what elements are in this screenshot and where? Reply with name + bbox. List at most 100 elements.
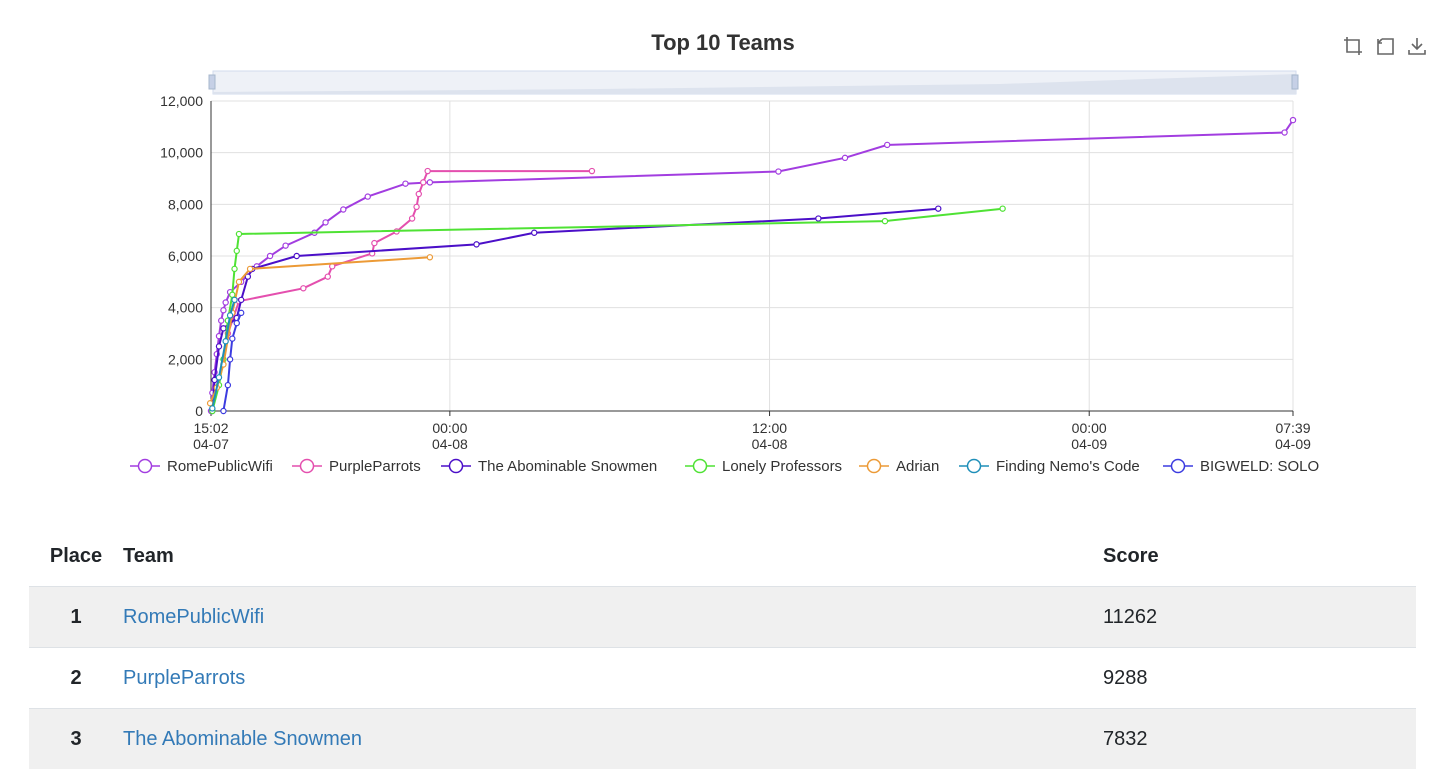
data-point bbox=[282, 242, 289, 249]
data-point bbox=[371, 239, 378, 247]
data-point bbox=[231, 296, 238, 304]
x-tick-label: 15:02 bbox=[193, 420, 228, 436]
x-tick-label: 04-09 bbox=[1071, 436, 1107, 452]
data-point bbox=[531, 229, 538, 236]
x-tick-label: 04-09 bbox=[1275, 436, 1311, 452]
data-point bbox=[999, 205, 1006, 212]
data-point bbox=[246, 265, 254, 273]
header-place: Place bbox=[49, 544, 103, 567]
zoom-handle-right bbox=[1291, 74, 1299, 90]
data-point bbox=[233, 319, 240, 327]
data-point bbox=[229, 335, 236, 342]
data-point bbox=[226, 312, 234, 319]
x-tick-label: 00:00 bbox=[432, 420, 467, 436]
x-tick-label: 04-08 bbox=[432, 436, 468, 452]
data-point bbox=[235, 278, 243, 286]
legend-swatch-circle bbox=[448, 458, 464, 474]
data-point bbox=[215, 343, 223, 350]
data-point bbox=[293, 252, 300, 260]
data-point bbox=[233, 247, 240, 255]
place-cell: 1 bbox=[29, 586, 123, 648]
x-tick-label: 00:00 bbox=[1072, 420, 1107, 436]
scoreboard-table: Place Team Score 1 RomePublicWifi 11262 … bbox=[29, 526, 1416, 769]
team-cell: RomePublicWifi bbox=[123, 586, 1103, 648]
legend-swatch-circle bbox=[692, 458, 708, 474]
data-point bbox=[883, 141, 891, 149]
legend-label: The Abominable Snowmen bbox=[478, 458, 657, 475]
data-point bbox=[224, 381, 232, 389]
data-point bbox=[209, 405, 216, 412]
data-point bbox=[220, 325, 227, 332]
team-cell: PurpleParrots bbox=[123, 647, 1103, 709]
team-link[interactable]: RomePublicWifi bbox=[123, 605, 265, 628]
x-tick-label: 12:00 bbox=[752, 420, 787, 436]
data-point bbox=[300, 285, 307, 292]
data-point bbox=[1289, 116, 1297, 124]
zoom-icon[interactable] bbox=[1341, 34, 1365, 58]
data-point bbox=[413, 203, 420, 211]
x-tick-label: 07:39 bbox=[1275, 420, 1310, 436]
data-point bbox=[426, 254, 434, 261]
data-point bbox=[237, 309, 245, 317]
table-row: 3 The Abominable Snowmen 7832 bbox=[29, 708, 1416, 769]
x-tick-label: 04-08 bbox=[752, 436, 788, 452]
data-point bbox=[206, 400, 214, 407]
x-tick-label: 04-07 bbox=[193, 436, 229, 452]
team-link[interactable]: PurpleParrots bbox=[123, 666, 246, 689]
data-point bbox=[588, 167, 596, 175]
chart-canvas: Top 10 Teams 0 2,000 4,000 6,000 8,000 10,000 1… bbox=[130, 30, 1319, 475]
chart-toolbox bbox=[1341, 34, 1429, 58]
data-point bbox=[841, 154, 849, 162]
data-point bbox=[364, 193, 371, 200]
series-line bbox=[226, 170, 592, 334]
legend-label: RomePublicWifi bbox=[167, 458, 273, 475]
table-row: 1 RomePublicWifi 11262 bbox=[29, 586, 1416, 648]
score-chart: Top 10 Teams 0 2,000 4,000 6,000 8,000 10,000 1… bbox=[130, 30, 1429, 475]
score-cell: 9288 bbox=[1103, 647, 1416, 709]
zoom-slider-shadow bbox=[213, 74, 1296, 94]
data-point bbox=[775, 168, 782, 175]
data-point bbox=[237, 296, 245, 304]
zoom-handle-left bbox=[208, 74, 216, 90]
data-point bbox=[473, 241, 480, 248]
legend-swatch-circle bbox=[966, 458, 982, 474]
data-point bbox=[426, 179, 434, 186]
y-tick-label: 0 bbox=[195, 403, 203, 419]
y-tick-label: 12,000 bbox=[160, 93, 203, 109]
data-point bbox=[229, 291, 236, 298]
data-point bbox=[324, 273, 331, 280]
restore-icon[interactable] bbox=[1373, 34, 1397, 58]
legend-label: Finding Nemo's Code bbox=[996, 458, 1140, 475]
data-point bbox=[424, 167, 431, 175]
legend-swatch-circle bbox=[299, 458, 315, 474]
data-point bbox=[244, 273, 252, 280]
series-line bbox=[210, 119, 1294, 412]
download-icon[interactable] bbox=[1405, 34, 1429, 58]
place-cell: 3 bbox=[29, 708, 123, 769]
y-tick-label: 8,000 bbox=[168, 196, 203, 212]
legend-swatch-circle bbox=[1170, 458, 1186, 474]
legend-swatch-circle bbox=[137, 458, 153, 474]
data-point bbox=[340, 206, 347, 213]
data-point bbox=[220, 407, 227, 415]
data-point bbox=[881, 217, 889, 225]
legend-label: PurpleParrots bbox=[329, 458, 421, 475]
y-tick-label: 6,000 bbox=[168, 248, 203, 264]
data-point bbox=[235, 230, 243, 238]
data-point bbox=[815, 215, 822, 222]
data-point bbox=[322, 219, 329, 226]
team-link[interactable]: The Abominable Snowmen bbox=[123, 727, 363, 750]
chart-title: Top 10 Teams bbox=[651, 30, 794, 55]
score-cell: 7832 bbox=[1103, 708, 1416, 769]
legend-label: Adrian bbox=[896, 458, 939, 475]
y-tick-label: 10,000 bbox=[160, 145, 203, 161]
header-team: Team bbox=[123, 544, 174, 567]
team-cell: The Abominable Snowmen bbox=[123, 708, 1103, 769]
data-point bbox=[420, 179, 427, 186]
data-point bbox=[415, 190, 422, 198]
place-cell: 2 bbox=[29, 647, 123, 709]
data-point bbox=[220, 307, 227, 314]
series-line bbox=[211, 207, 1003, 412]
y-tick-label: 2,000 bbox=[168, 351, 203, 367]
legend-label: Lonely Professors bbox=[722, 458, 842, 475]
